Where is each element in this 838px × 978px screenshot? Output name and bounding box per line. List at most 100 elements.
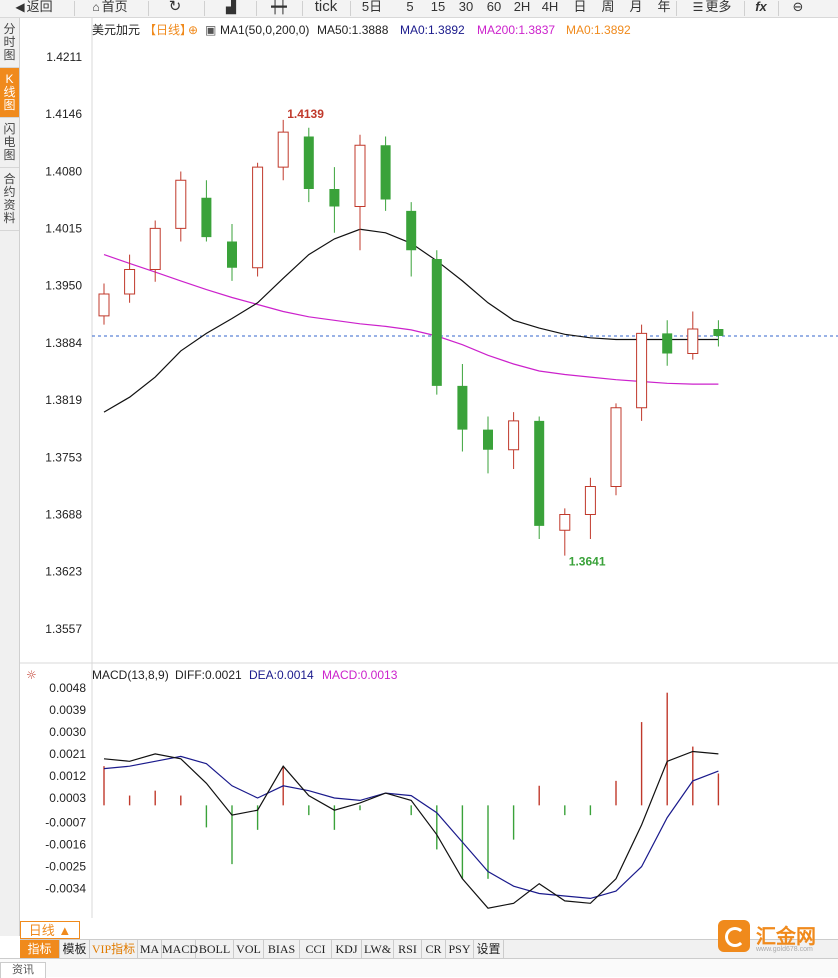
candle-body-down <box>406 210 417 251</box>
back-arrow-icon: ◀ <box>15 0 25 14</box>
candlestick-icon[interactable]: ┿┿ <box>271 0 287 14</box>
toolbar-divider <box>744 1 745 16</box>
toolbar-divider <box>778 1 779 16</box>
candle-body-down <box>380 145 391 200</box>
macd-settings-icon: ☼ <box>26 668 37 682</box>
macd-tick-label: 0.0030 <box>49 725 86 739</box>
bottom-strip: 资讯 <box>0 958 838 978</box>
candle-body-up <box>636 332 648 409</box>
macd-tick-label: 0.0048 <box>49 681 86 695</box>
add-icon: ⊕ <box>188 23 198 37</box>
logo-icon <box>718 920 750 952</box>
candle-body-down <box>431 259 442 386</box>
toolbar-divider <box>148 1 149 16</box>
indicator-tab-2[interactable]: VIP指标 <box>90 940 138 958</box>
home-icon: ⌂ <box>92 0 100 14</box>
indicator-tab-6[interactable]: VOL <box>234 940 264 958</box>
chart-area[interactable]: 1.4211 1.4146 1.4080 1.4015 1.3950 1.3884 1.38… <box>20 18 838 921</box>
period-button-9[interactable]: 月 <box>629 0 643 14</box>
period-button-4[interactable]: 60 <box>486 0 502 14</box>
indicator-tab-10[interactable]: LW& <box>362 940 394 958</box>
symbol-label: 美元加元 <box>92 23 140 37</box>
period-button-6[interactable]: 4H <box>541 0 559 14</box>
candle-body-up <box>584 486 596 515</box>
low-price-label: 1.3641 <box>569 555 606 569</box>
candle-body-down <box>457 385 468 430</box>
zoom-out-icon[interactable]: ⊖ <box>792 0 804 14</box>
toolbar-divider <box>676 1 677 16</box>
logo: 汇金网 www.gold678.com <box>718 918 828 956</box>
period-button-1[interactable]: 5 <box>406 0 414 14</box>
toolbar-divider <box>302 1 303 16</box>
candle-body-down <box>534 420 545 526</box>
ma200-line <box>103 254 719 385</box>
indicator-tab-11[interactable]: RSI <box>394 940 422 958</box>
back-button[interactable]: ◀ 返回 <box>15 0 53 14</box>
period-button-8[interactable]: 周 <box>601 0 615 14</box>
period-button-5[interactable]: 2H <box>513 0 531 14</box>
bar-chart-icon[interactable]: ▟ <box>226 0 236 14</box>
candle-body-up <box>277 131 289 168</box>
price-tick-label: 1.3819 <box>45 393 82 407</box>
news-tab[interactable]: 资讯 <box>0 962 46 978</box>
indicator-tab-12[interactable]: CR <box>422 940 446 958</box>
home-button[interactable]: ⌂ 首页 <box>92 0 128 14</box>
candle-body-down <box>227 241 237 268</box>
side-tab-0[interactable]: 分时图 <box>0 18 19 68</box>
side-tab-3[interactable]: 合约资料 <box>0 168 19 231</box>
ma0-value: MA0:1.3892 <box>400 23 465 37</box>
period-button-2[interactable]: 15 <box>430 0 446 14</box>
price-tick-label: 1.3950 <box>45 278 82 292</box>
macd-tick-label: -0.0025 <box>45 860 86 874</box>
indicator-tab-3[interactable]: MA <box>138 940 162 958</box>
dea-line <box>103 755 719 900</box>
candle-body-up <box>559 514 571 531</box>
indicator-tab-13[interactable]: PSY <box>446 940 474 958</box>
candle-body-up <box>124 269 136 295</box>
refresh-icon[interactable]: ↻ <box>168 0 182 15</box>
indicator-tab-1[interactable]: 模板 <box>60 940 90 958</box>
toolbar: ◀ 返回 ⌂ 首页 ↻ ▟ ┿┿ tick ☰ 更多 fx ⊖ 5日 5 15 30 60 2H… <box>0 0 838 18</box>
candle-body-down <box>201 197 212 238</box>
toolbar-divider <box>204 1 205 16</box>
ma-definition: MA1(50,0,200,0) <box>220 23 309 37</box>
menu-icon: ☰ <box>692 0 704 14</box>
period-button-10[interactable]: 年 <box>657 0 671 14</box>
period-button-3[interactable]: 30 <box>458 0 474 14</box>
candle-body-up <box>687 328 699 354</box>
ma200-value: MA200:1.3837 <box>477 23 555 37</box>
indicator-tab-9[interactable]: KDJ <box>332 940 362 958</box>
more-button[interactable]: ☰ 更多 <box>692 0 732 14</box>
period-button-7[interactable]: 日 <box>573 0 587 14</box>
side-tab-1[interactable]: K线图 <box>0 68 19 118</box>
period-tab-daily[interactable]: 日线 ▲ <box>20 921 80 939</box>
macd-diff-value: DIFF:0.0021 <box>175 668 242 682</box>
macd-definition: MACD(13,8,9) <box>92 668 169 682</box>
ma0-value-alt: MA0:1.3892 <box>566 23 631 37</box>
indicator-tab-7[interactable]: BIAS <box>264 940 300 958</box>
indicator-tab-0[interactable]: 指标 <box>20 940 60 958</box>
period-button-0[interactable]: 5日 <box>361 0 383 14</box>
indicator-tab-4[interactable]: MACD <box>162 940 199 958</box>
macd-value: MACD:0.0013 <box>322 668 398 682</box>
high-price-label: 1.4139 <box>287 107 324 121</box>
indicator-tab-8[interactable]: CCI <box>300 940 332 958</box>
candle-body-down <box>303 136 314 189</box>
toolbar-divider <box>74 1 75 16</box>
side-tab-2[interactable]: 闪电图 <box>0 118 19 168</box>
side-tabs: 分时图 K线图 闪电图 合约资料 <box>0 18 20 936</box>
candle-body-down <box>713 329 724 336</box>
candle-body-down <box>662 333 673 354</box>
function-icon[interactable]: fx <box>755 0 767 14</box>
indicator-tab-5[interactable]: BOLL <box>196 940 234 958</box>
price-tick-label: 1.3753 <box>45 451 82 465</box>
macd-tick-label: 0.0012 <box>49 769 86 783</box>
price-tick-label: 1.3557 <box>45 622 82 636</box>
indicator-tab-14[interactable]: 设置 <box>474 940 504 958</box>
candle-body-up <box>98 293 110 317</box>
tick-button[interactable]: tick <box>314 0 338 15</box>
macd-tick-label: -0.0016 <box>45 838 86 852</box>
indicator-bar: 指标 模板 VIP指标 MA MACD BOLL VOL BIAS CCI KDJ LW& RSI CR… <box>20 939 838 958</box>
price-tick-label: 1.4211 <box>46 50 82 64</box>
candle-body-down <box>483 429 493 450</box>
